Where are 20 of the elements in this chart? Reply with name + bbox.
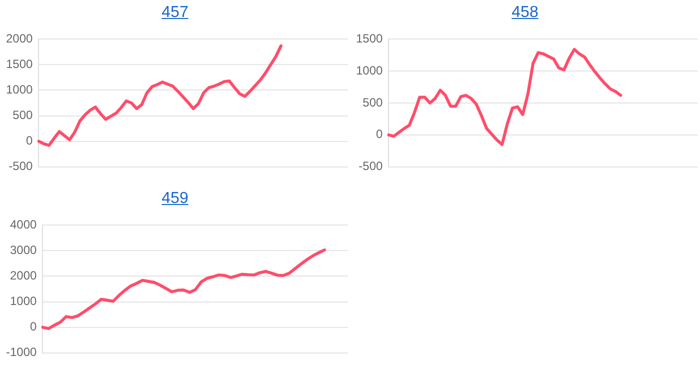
y-tick-label: 0 <box>26 134 34 148</box>
y-tick-label: 1000 <box>6 82 34 97</box>
y-tick-label: 4000 <box>10 218 38 232</box>
y-tick-label: 1500 <box>356 32 384 46</box>
y-tick-label: 1000 <box>10 294 38 308</box>
chart-title: 458 <box>510 3 540 23</box>
y-tick-label: 2000 <box>6 32 34 46</box>
y-tick-label: 0 <box>376 127 384 142</box>
y-tick-label: 0 <box>30 320 38 334</box>
y-tick-label: 2000 <box>10 268 38 283</box>
chart-title: 459 <box>160 189 190 209</box>
chart-title: 457 <box>160 3 190 23</box>
y-tick-label: 1000 <box>356 63 384 78</box>
y-tick-label: 3000 <box>10 243 38 258</box>
y-tick-label: 500 <box>362 95 384 110</box>
y-tick-label: 500 <box>12 108 34 122</box>
y-tick-label: -500 <box>358 159 384 174</box>
y-tick-label: -500 <box>8 159 34 174</box>
y-tick-label: -1000 <box>6 345 38 360</box>
y-tick-label: 1500 <box>6 57 34 72</box>
